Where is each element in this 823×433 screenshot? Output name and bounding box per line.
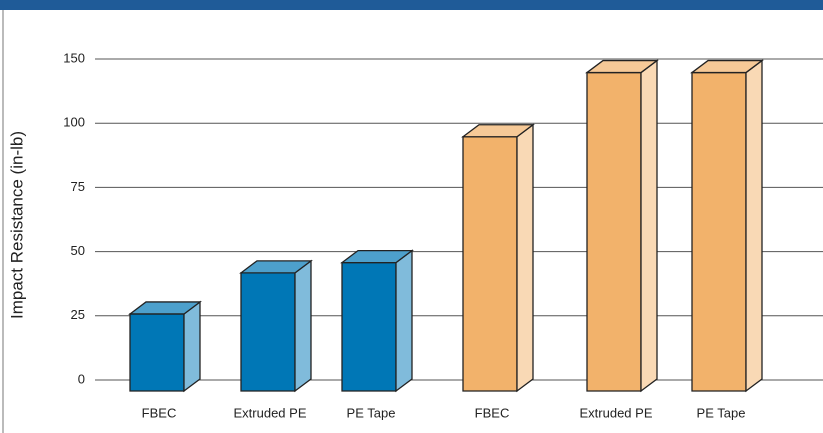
- y-tick-label: 25: [71, 307, 85, 322]
- bar-top: [585, 59, 659, 74]
- x-tick-label: PE Tape: [697, 405, 746, 420]
- bar-top: [461, 124, 535, 138]
- y-tick-label: 0: [78, 371, 85, 386]
- bar: [128, 300, 202, 393]
- bar: [585, 59, 659, 393]
- bar-front: [691, 71, 747, 392]
- bar-top: [340, 249, 414, 264]
- bar-side: [395, 249, 413, 393]
- x-tick-label: FBEC: [142, 405, 177, 420]
- x-tick-label: Extruded PE: [580, 405, 653, 420]
- y-tick-label: 100: [63, 115, 85, 130]
- bar-top: [690, 59, 764, 74]
- bar-top: [128, 301, 202, 315]
- bar-side: [294, 259, 312, 393]
- bar-side: [183, 300, 201, 393]
- bar-side: [640, 59, 658, 393]
- bar-side: [516, 123, 534, 393]
- bar-front: [462, 136, 518, 392]
- header-band: [0, 0, 823, 10]
- y-tick-label: 50: [71, 243, 85, 258]
- y-axis-label: Impact Resistance (in-lb): [7, 131, 26, 319]
- bar-top: [239, 260, 313, 274]
- x-tick-label: Extruded PE: [234, 405, 307, 420]
- bar-front: [240, 272, 296, 392]
- bar: [340, 249, 414, 393]
- bar: [690, 59, 764, 393]
- bar: [239, 259, 313, 393]
- y-tick-label: 75: [71, 179, 85, 194]
- bar-front: [341, 261, 397, 392]
- bar-side: [745, 59, 763, 393]
- y-tick-label: 150: [63, 50, 85, 65]
- bar: [461, 123, 535, 393]
- x-tick-label: PE Tape: [347, 405, 396, 420]
- bar-front: [129, 313, 185, 392]
- x-tick-label: FBEC: [475, 405, 510, 420]
- bar-front: [586, 71, 642, 392]
